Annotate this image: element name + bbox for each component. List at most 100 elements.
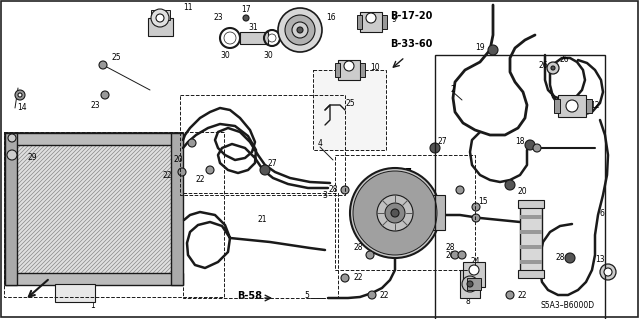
Circle shape (8, 134, 16, 142)
Circle shape (565, 253, 575, 263)
Text: B-58: B-58 (237, 291, 262, 301)
Circle shape (101, 91, 109, 99)
Circle shape (551, 66, 555, 70)
Text: 27: 27 (438, 137, 447, 146)
Circle shape (462, 276, 478, 292)
Text: 31: 31 (248, 24, 258, 33)
Bar (467, 278, 481, 290)
Circle shape (224, 32, 236, 44)
Bar (313, 70, 386, 150)
Text: 16: 16 (326, 13, 335, 23)
Circle shape (188, 139, 196, 147)
Circle shape (391, 209, 399, 217)
Circle shape (7, 150, 17, 160)
Bar (5, 133, 17, 285)
Bar (558, 95, 586, 117)
Circle shape (469, 265, 479, 275)
Text: 22: 22 (380, 291, 390, 300)
Text: 22: 22 (163, 172, 172, 181)
Circle shape (15, 90, 25, 100)
Circle shape (547, 62, 559, 74)
Circle shape (178, 168, 186, 176)
Text: 28: 28 (445, 243, 455, 253)
Circle shape (297, 27, 303, 33)
Circle shape (341, 186, 349, 194)
Circle shape (268, 34, 276, 42)
Bar (415, 195, 445, 230)
Bar (335, 155, 475, 270)
Circle shape (472, 203, 480, 211)
Text: 9: 9 (392, 16, 397, 25)
Text: 12: 12 (590, 100, 600, 109)
Circle shape (368, 291, 376, 299)
Bar (520, 205, 542, 273)
Text: 21: 21 (257, 216, 267, 225)
Bar (554, 99, 560, 113)
Text: 8: 8 (466, 298, 470, 307)
Bar (435, 55, 605, 319)
Text: B-57: B-57 (387, 168, 412, 178)
Text: 28: 28 (353, 243, 363, 253)
Text: B-17-20: B-17-20 (390, 11, 433, 21)
Text: 4: 4 (317, 138, 323, 147)
Circle shape (472, 214, 480, 222)
Text: 26: 26 (560, 56, 570, 64)
Circle shape (260, 165, 270, 175)
Text: 14: 14 (17, 103, 27, 113)
Bar (520, 215, 542, 219)
Circle shape (566, 100, 578, 112)
Circle shape (206, 166, 214, 174)
Bar (360, 63, 365, 77)
Circle shape (430, 143, 440, 153)
Bar (4, 132, 224, 297)
Text: 22: 22 (195, 175, 205, 184)
Circle shape (353, 171, 437, 255)
Circle shape (366, 13, 376, 23)
Bar (360, 12, 382, 32)
Text: 19: 19 (475, 43, 485, 53)
Circle shape (344, 61, 354, 71)
Text: 7: 7 (531, 234, 536, 243)
Circle shape (350, 168, 440, 258)
Text: 11: 11 (183, 4, 193, 12)
Circle shape (377, 195, 413, 231)
Circle shape (285, 15, 315, 45)
Circle shape (278, 8, 322, 52)
Bar (518, 270, 544, 278)
Text: 18: 18 (515, 137, 525, 146)
Text: 15: 15 (478, 197, 488, 206)
Text: 26: 26 (445, 250, 455, 259)
Text: S5A3–B6000D: S5A3–B6000D (541, 301, 595, 310)
Text: 1: 1 (91, 301, 95, 310)
Circle shape (600, 264, 616, 280)
Text: 10: 10 (370, 63, 380, 72)
Text: 22: 22 (518, 291, 527, 300)
Text: 25: 25 (345, 99, 355, 108)
Circle shape (341, 274, 349, 282)
Circle shape (451, 251, 459, 259)
Text: 3: 3 (323, 191, 328, 201)
Bar (162, 10, 170, 20)
Text: 2: 2 (451, 85, 456, 94)
Text: 20: 20 (173, 155, 183, 165)
Bar (382, 15, 387, 29)
Circle shape (243, 15, 249, 21)
Bar (460, 270, 480, 298)
Text: 22: 22 (353, 273, 362, 283)
Bar (5, 273, 183, 285)
Bar (518, 200, 544, 208)
Circle shape (292, 22, 308, 38)
Circle shape (156, 14, 164, 22)
Text: 23: 23 (90, 101, 100, 110)
Text: 24: 24 (470, 257, 480, 266)
Bar (55, 284, 95, 302)
Text: 30: 30 (263, 50, 273, 60)
Text: 20: 20 (518, 188, 527, 197)
Text: 17: 17 (241, 5, 251, 14)
Circle shape (366, 251, 374, 259)
Text: 28: 28 (328, 186, 338, 195)
Text: 25: 25 (112, 54, 122, 63)
Text: FR.: FR. (66, 288, 84, 298)
Circle shape (488, 45, 498, 55)
Bar (148, 18, 173, 36)
